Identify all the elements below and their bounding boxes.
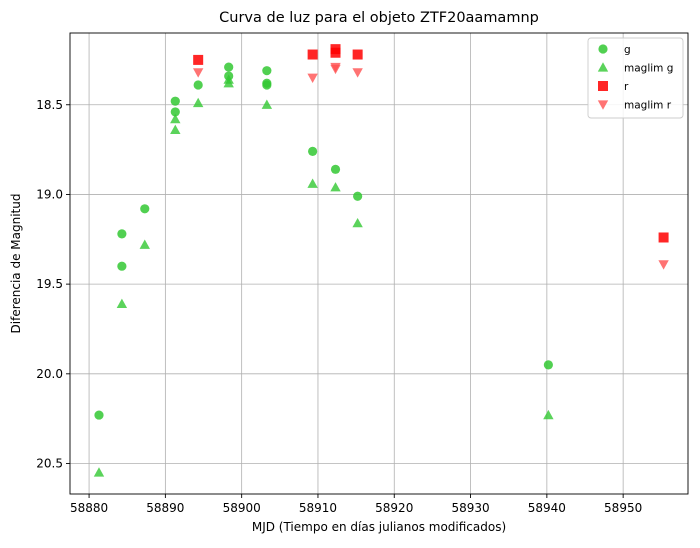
y-tick-label: 20.0 [36,367,63,381]
data-point [193,80,203,90]
data-point [170,124,181,135]
data-point [192,68,204,78]
data-point [224,62,234,72]
data-point [352,49,363,60]
y-axis: 18.5 19.0 19.5 20.0 20.5 [36,98,70,471]
data-point [330,164,341,174]
data-point [139,239,150,249]
legend-box [587,37,684,119]
series-maglim-r [192,62,669,270]
data-point [307,49,318,60]
plot-frame [69,32,689,495]
legend-marker [598,44,608,54]
data-point [117,261,127,271]
y-tick-label: 18.5 [36,98,63,112]
data-point [223,78,234,88]
data-point [543,360,553,370]
data-point [330,47,341,58]
x-tick-label: 58900 [223,501,261,515]
data-point [116,298,128,309]
legend-marker [597,100,609,110]
x-tick-label: 58950 [604,501,642,515]
series-g [94,62,553,420]
data-point [308,146,318,156]
legend-label: maglim g [624,63,673,75]
x-tick-label: 58940 [528,501,566,515]
x-tick-label: 58880 [70,501,108,515]
data-point [658,260,669,270]
legend-marker [598,81,608,91]
y-tick-label: 19.0 [36,187,63,201]
y-tick-label: 20.5 [36,457,63,471]
data-point [352,68,363,78]
data-point [307,73,318,84]
data-marks [93,44,669,477]
data-point [353,191,363,201]
data-point [352,217,363,228]
data-point [658,232,669,243]
series-maglim-g [93,74,554,477]
chart-title: Curva de luz para el objeto ZTF20aamamnp [219,10,539,26]
data-point [170,113,181,124]
series-r [193,44,669,243]
x-tick-label: 58910 [299,501,337,515]
data-point [261,99,273,109]
data-point [192,97,204,108]
data-point [543,409,554,420]
x-tick-label: 58930 [451,501,489,515]
data-point [330,64,341,75]
y-axis-label: Diferencia de Magnitud [9,194,23,334]
y-tick-label: 19.5 [36,277,63,291]
legend-label: g [624,44,631,56]
data-point [117,229,127,239]
legend-label: r [624,81,629,93]
data-point [193,54,204,65]
legend: g maglim g r maglim r [587,37,684,119]
x-axis: 58880 58890 58900 58910 58920 58930 58940 58950 [70,494,642,515]
data-point [262,66,272,76]
data-point [140,204,150,214]
data-point [170,107,180,117]
data-point [170,96,180,106]
data-point [94,410,104,420]
data-point [262,80,272,90]
data-point [93,467,105,477]
data-point [307,178,318,188]
x-tick-label: 58920 [375,501,413,515]
legend-label: maglim r [624,100,672,112]
x-axis-label: MJD (Tiempo en días julianos modificados… [252,520,506,534]
legend-marker [597,62,609,72]
x-tick-label: 58890 [146,501,184,515]
data-point [330,182,341,192]
